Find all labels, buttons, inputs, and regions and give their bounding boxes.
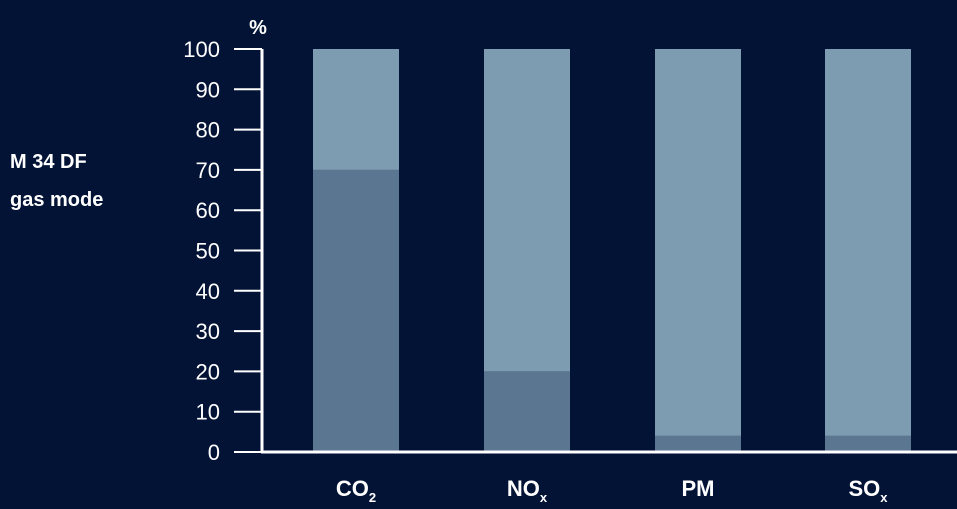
y-tick-label-90: 90 [196, 77, 220, 102]
category-label-subscript: x [540, 490, 548, 505]
category-label-base: PM [682, 476, 715, 501]
category-label-pm: PM [682, 476, 715, 501]
category-label-subscript: x [880, 490, 888, 505]
category-label-sox: SOx [848, 476, 888, 505]
category-label-nox: NOx [507, 476, 548, 505]
category-label-co2: CO2 [336, 476, 376, 505]
y-tick-label-70: 70 [196, 158, 220, 183]
bar-sox-segment-0 [825, 435, 911, 452]
y-tick-label-60: 60 [196, 198, 220, 223]
bar-nox-segment-0 [484, 371, 570, 452]
y-axis-unit-label: % [249, 17, 267, 39]
category-label-base: NO [507, 476, 540, 501]
y-tick-label-50: 50 [196, 239, 220, 264]
category-label-base: SO [848, 476, 880, 501]
bar-sox-segment-1 [825, 49, 911, 436]
side-label-line2: gas mode [10, 189, 104, 211]
category-label-base: CO [336, 476, 369, 501]
y-tick-label-0: 0 [208, 440, 220, 465]
bar-co2-segment-1 [313, 49, 399, 170]
bar-pm-segment-1 [655, 49, 741, 436]
category-label-subscript: 2 [369, 490, 376, 505]
y-tick-label-40: 40 [196, 279, 220, 304]
y-tick-label-20: 20 [196, 359, 220, 384]
y-tick-label-80: 80 [196, 118, 220, 143]
side-label-line1: M 34 DF [10, 151, 87, 173]
y-tick-label-30: 30 [196, 319, 220, 344]
bar-co2-segment-0 [313, 169, 399, 452]
bar-nox-segment-1 [484, 49, 570, 372]
y-tick-label-100: 100 [183, 37, 220, 62]
bar-pm-segment-0 [655, 435, 741, 452]
y-tick-label-10: 10 [196, 400, 220, 425]
